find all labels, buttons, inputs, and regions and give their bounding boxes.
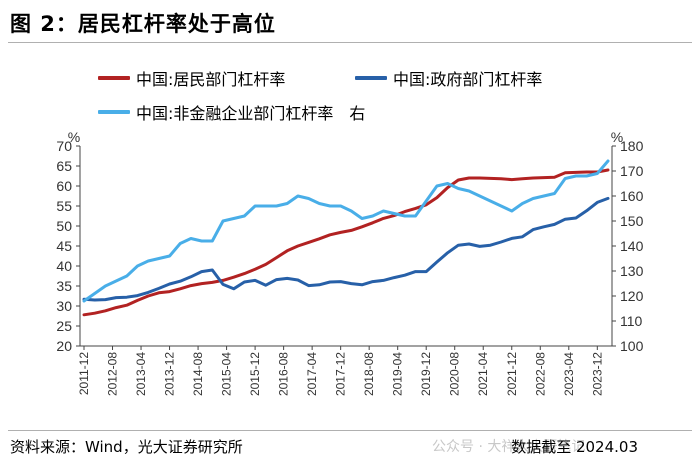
- x-tick-label: 2019-04: [391, 352, 405, 396]
- right-axis-unit: %: [611, 129, 623, 145]
- legend-note-right: 右: [349, 104, 366, 123]
- right-tick-label: 140: [620, 238, 644, 254]
- title-divider: [8, 42, 692, 43]
- x-tick-label: 2012-08: [106, 352, 120, 396]
- x-tick-label: 2017-04: [305, 352, 319, 396]
- legend-item-nonfinancial: 中国:非金融企业部门杠杆率 右: [98, 100, 365, 124]
- series-lines: [82, 159, 610, 317]
- legend-item-household: 中国:居民部门杠杆率: [98, 66, 285, 90]
- right-tick-label: 160: [620, 188, 644, 204]
- legend-item-government: 中国:政府部门杠杆率: [355, 66, 542, 90]
- x-tick-label: 2015-04: [220, 352, 234, 396]
- legend-label-nonfinancial: 中国:非金融企业部门杠杆率: [136, 104, 334, 123]
- left-tick-label: 50: [56, 218, 72, 234]
- right-tick-label: 170: [620, 163, 644, 179]
- left-tick-label: 25: [56, 318, 72, 334]
- legend-swatch-government: [355, 76, 387, 80]
- x-tick-label: 2019-12: [419, 352, 433, 396]
- x-tick-label: 2014-08: [191, 352, 205, 396]
- right-tick-label: 100: [620, 338, 644, 354]
- x-tick-label: 2013-12: [163, 352, 177, 396]
- left-tick-label: 70: [56, 138, 72, 154]
- right-y-ticks: 100 110 120 130 140 150 160 170 180: [612, 138, 644, 354]
- right-tick-label: 120: [620, 288, 644, 304]
- x-tick-label: 2018-08: [362, 352, 376, 396]
- right-tick-label: 110: [620, 313, 643, 329]
- series-government-line: [82, 196, 610, 302]
- page-title: 图 2：居民杠杆率处于高位: [10, 12, 276, 36]
- x-tick-label: 2023-04: [562, 352, 576, 396]
- legend-label-household: 中国:居民部门杠杆率: [136, 70, 286, 89]
- left-y-ticks: 20 25 30 35 40 45 50 55 60 65 70: [56, 138, 80, 354]
- watermark: 公众号 · 大祥大大研笔记: [432, 439, 586, 455]
- left-tick-label: 45: [56, 238, 72, 254]
- x-tick-label: 2021-12: [505, 352, 519, 396]
- left-tick-label: 35: [56, 278, 72, 294]
- x-tick-label: 2015-12: [248, 352, 262, 396]
- x-tick-label: 2016-08: [277, 352, 291, 396]
- left-axis-unit: %: [68, 129, 80, 145]
- source-note: 资料来源：Wind，光大证券研究所: [10, 438, 243, 456]
- x-tick-label: 2011-12: [77, 352, 91, 395]
- x-tick-label: 2017-12: [334, 352, 348, 396]
- x-ticks: 2011-12 2012-08 2013-04 2013-12 2014-08 2015-…: [77, 346, 604, 396]
- legend-label-government: 中国:政府部门杠杆率: [393, 70, 543, 89]
- legend-swatch-household: [98, 76, 130, 80]
- x-tick-label: 2022-08: [533, 352, 547, 396]
- left-tick-label: 20: [56, 338, 72, 354]
- x-tick-label: 2023-12: [590, 352, 604, 396]
- right-tick-label: 130: [620, 263, 644, 279]
- left-tick-label: 60: [56, 178, 72, 194]
- series-household-line: [82, 168, 610, 317]
- right-tick-label: 150: [620, 213, 644, 229]
- x-tick-label: 2020-08: [448, 352, 462, 396]
- left-tick-label: 40: [56, 258, 72, 274]
- x-tick-label: 2013-04: [134, 352, 148, 396]
- right-tick-label: 180: [620, 138, 644, 154]
- legend-swatch-nonfinancial: [98, 110, 130, 114]
- left-tick-label: 55: [56, 198, 72, 214]
- series-nonfinancial-line: [82, 159, 610, 303]
- left-tick-label: 30: [56, 298, 72, 314]
- footer-divider: [8, 430, 692, 431]
- left-tick-label: 65: [56, 158, 72, 174]
- x-tick-label: 2021-04: [476, 352, 490, 396]
- data-date: 数据截至 2024.03: [511, 438, 638, 456]
